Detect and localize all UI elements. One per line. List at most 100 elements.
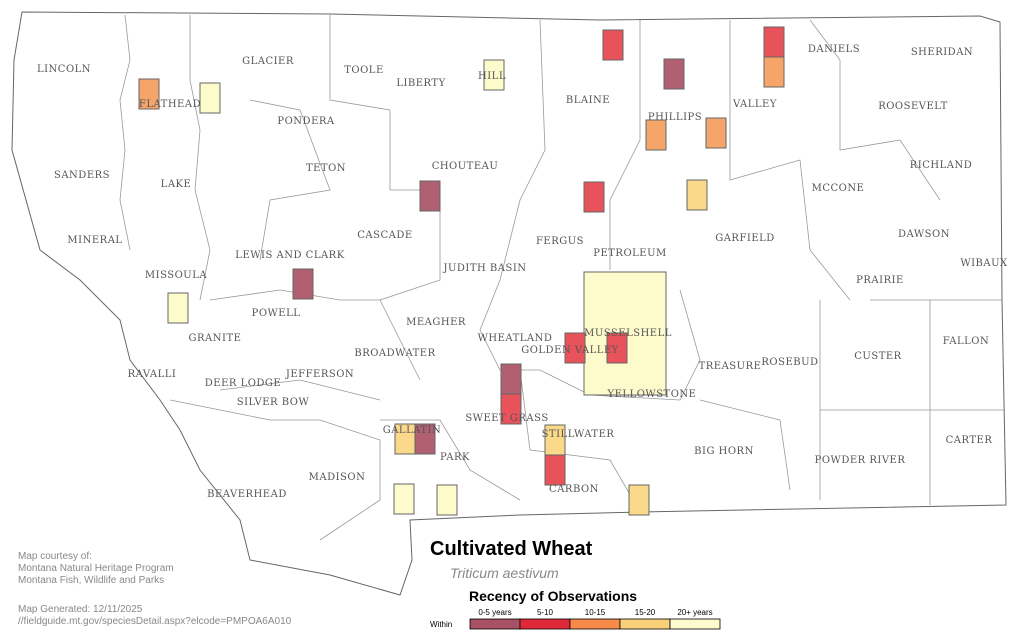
county-label: TETON bbox=[306, 163, 346, 174]
county-label: JEFFERSON bbox=[285, 369, 354, 380]
county-label: DANIELS bbox=[808, 44, 860, 55]
observation bbox=[436, 484, 458, 516]
county-label: MISSOULA bbox=[145, 270, 207, 281]
legend-label: 15-20 bbox=[635, 608, 656, 617]
county-label: CHOUTEAU bbox=[432, 161, 499, 172]
county-label: PETROLEUM bbox=[593, 248, 667, 259]
county-label: BLAINE bbox=[566, 95, 610, 106]
county-label: GOLDEN VALLEY bbox=[521, 345, 619, 356]
county-label: HILL bbox=[478, 71, 506, 82]
county-label: LEWIS AND CLARK bbox=[235, 250, 344, 261]
observation bbox=[544, 454, 566, 486]
county-label: CARTER bbox=[946, 435, 993, 446]
county-label: TOOLE bbox=[344, 65, 384, 76]
county-label: CASCADE bbox=[357, 230, 412, 241]
observation bbox=[138, 78, 160, 110]
observation bbox=[663, 58, 685, 90]
observation bbox=[645, 119, 667, 151]
county-label: GALLATIN bbox=[383, 425, 442, 436]
legend-swatch bbox=[619, 618, 671, 630]
county-label: WHEATLAND bbox=[478, 333, 553, 344]
observation bbox=[583, 181, 605, 213]
observation bbox=[705, 117, 727, 149]
observation bbox=[500, 363, 522, 395]
county-label: LAKE bbox=[161, 179, 192, 190]
observation bbox=[564, 332, 586, 364]
county-label: GARFIELD bbox=[715, 233, 775, 244]
county-label: PHILLIPS bbox=[648, 112, 702, 123]
county-label: SANDERS bbox=[54, 170, 110, 181]
observation bbox=[419, 180, 441, 212]
county-label: ROSEBUD bbox=[761, 357, 818, 368]
county-label: VALLEY bbox=[732, 99, 777, 110]
observation bbox=[686, 179, 708, 211]
observation bbox=[292, 268, 314, 300]
county-label: MADISON bbox=[309, 472, 366, 483]
legend-label: 0-5 years bbox=[478, 608, 511, 617]
credit: Map courtesy of: bbox=[18, 551, 92, 562]
county-label: TREASURE bbox=[699, 361, 762, 372]
subtitle: Triticum aestivum bbox=[450, 565, 559, 581]
legend-label: 5-10 bbox=[537, 608, 554, 617]
county-label: STILLWATER bbox=[542, 429, 615, 440]
county-label: POWELL bbox=[252, 308, 301, 319]
observation bbox=[763, 56, 785, 88]
legend-swatch bbox=[569, 618, 621, 630]
county-label: BEAVERHEAD bbox=[207, 489, 287, 500]
county-label: DEER LODGE bbox=[205, 378, 281, 389]
url: //fieldguide.mt.gov/speciesDetail.aspx?e… bbox=[18, 616, 292, 627]
observation bbox=[483, 59, 505, 91]
observation bbox=[606, 332, 628, 364]
county-label: FALLON bbox=[943, 336, 990, 347]
observation bbox=[199, 82, 221, 114]
county-label: LIBERTY bbox=[396, 78, 445, 89]
state-outline bbox=[11, 11, 1007, 596]
county-label: PONDERA bbox=[277, 116, 335, 127]
generated: Map Generated: 12/11/2025 bbox=[18, 604, 143, 615]
county-label: SILVER BOW bbox=[237, 397, 310, 408]
observation bbox=[763, 26, 785, 58]
observation bbox=[393, 483, 415, 515]
observation bbox=[500, 393, 522, 425]
county-label: POWDER RIVER bbox=[815, 455, 906, 466]
legend-swatch bbox=[469, 618, 521, 630]
county-label: YELLOWSTONE bbox=[607, 389, 697, 400]
legend-within: Within bbox=[430, 620, 452, 629]
county-label: ROOSEVELT bbox=[878, 101, 948, 112]
legend-label: 20+ years bbox=[677, 608, 712, 617]
county-label: CARBON bbox=[549, 484, 599, 495]
observation bbox=[414, 423, 436, 455]
credit: Montana Fish, Wildlife and Parks bbox=[18, 575, 164, 586]
county-label: SHERIDAN bbox=[911, 47, 973, 58]
observation bbox=[167, 292, 189, 324]
observation bbox=[602, 29, 624, 61]
county-label: LINCOLN bbox=[37, 64, 91, 75]
county-label: CUSTER bbox=[854, 351, 901, 362]
county-label: FLATHEAD bbox=[139, 99, 201, 110]
county-label: BIG HORN bbox=[694, 446, 754, 457]
observations bbox=[138, 26, 785, 516]
legend-label: 10-15 bbox=[585, 608, 606, 617]
legend-swatch bbox=[519, 618, 571, 630]
county-label: BROADWATER bbox=[354, 348, 435, 359]
county-label: JUDITH BASIN bbox=[442, 263, 526, 274]
county-label: DAWSON bbox=[898, 229, 950, 240]
county-label: WIBAUX bbox=[960, 258, 1008, 269]
county-label: PRAIRIE bbox=[856, 275, 904, 286]
county-label: MEAGHER bbox=[406, 317, 466, 328]
county-label: MINERAL bbox=[67, 235, 122, 246]
county-label: RAVALLI bbox=[128, 369, 177, 380]
county-label: RICHLAND bbox=[910, 160, 972, 171]
county-label: FERGUS bbox=[536, 236, 584, 247]
county-label: GRANITE bbox=[189, 333, 242, 344]
county-label: MCCONE bbox=[812, 183, 865, 194]
observation bbox=[628, 484, 650, 516]
legend-title: Recency of Observations bbox=[469, 588, 637, 604]
legend-swatch bbox=[669, 618, 721, 630]
county-label: MUSSELSHELL bbox=[584, 328, 672, 339]
credit: Montana Natural Heritage Program bbox=[18, 563, 174, 574]
map-title: Cultivated Wheat bbox=[430, 538, 593, 560]
county-borders bbox=[119, 14, 1004, 541]
county-label: PARK bbox=[440, 452, 470, 463]
